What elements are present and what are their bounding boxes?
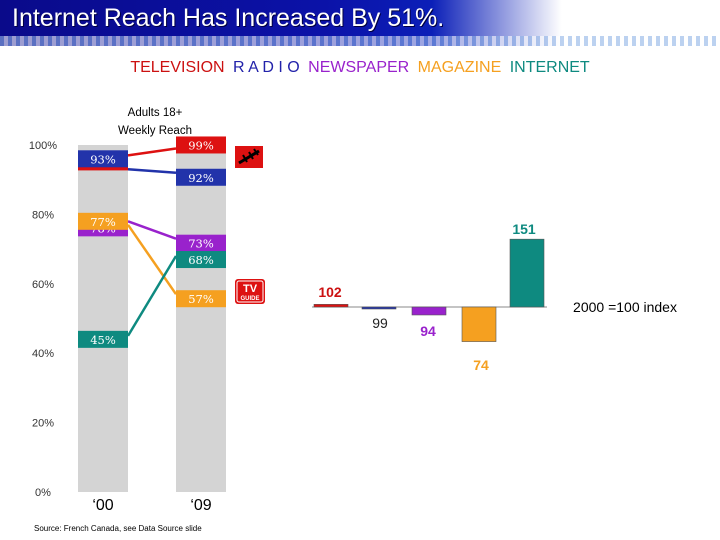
series-lines <box>126 147 178 337</box>
point-label: 57% <box>188 292 214 306</box>
index-bar-label: 94 <box>420 323 436 339</box>
point-label-bg <box>176 251 226 269</box>
point-labels: 97%99%93%92%78%73%77%57%45%68% <box>78 136 226 348</box>
antenna-icon <box>235 146 263 168</box>
index-bar-radio <box>361 306 397 310</box>
legend: TELEVISION R A D I O NEWSPAPER MAGAZINE … <box>0 59 720 77</box>
subtitle-line-2: Weekly Reach <box>118 125 192 137</box>
point-label-bg <box>78 212 128 230</box>
index-bar-label: 74 <box>473 357 489 373</box>
point-label-bg <box>176 290 226 308</box>
index-bars: 102 99 94 74 151 2000 =100 index <box>312 221 677 373</box>
source-note: Source: French Canada, see Data Source s… <box>34 524 202 533</box>
tv-guide-logo-icon: TV GUIDE <box>235 279 265 304</box>
y-tick-label: 80% <box>32 209 54 221</box>
point-label: 92% <box>188 171 214 185</box>
y-tick-label: 0% <box>35 487 51 499</box>
point-label-bg <box>176 234 226 252</box>
point-label: 93% <box>90 152 116 166</box>
y-axis: 0% 20% 40% 60% 80% 100% <box>29 140 57 499</box>
point-label-bg <box>78 330 128 348</box>
point-label: 45% <box>90 333 116 347</box>
legend-newspaper: NEWSPAPER <box>308 59 410 76</box>
legend-television: TELEVISION <box>130 59 225 76</box>
year-column-0 <box>78 145 128 492</box>
legend-internet: INTERNET <box>509 59 590 76</box>
index-bar-internet <box>509 238 545 308</box>
point-label: 99% <box>188 138 214 152</box>
title-stripe <box>0 36 720 46</box>
series-line-radio <box>127 168 177 175</box>
legend-radio: R A D I O <box>233 59 300 76</box>
point-label: 68% <box>188 253 214 267</box>
point-label: 73% <box>188 237 214 251</box>
index-note: 2000 =100 index <box>573 299 677 315</box>
index-bar-magazine <box>461 306 497 342</box>
index-bar-label: 102 <box>318 284 342 300</box>
series-line-internet <box>126 255 178 337</box>
y-tick-label: 20% <box>32 418 54 430</box>
x-axis: ‘00 ‘09 <box>92 497 211 514</box>
legend-magazine: MAGAZINE <box>417 59 502 76</box>
svg-text:GUIDE: GUIDE <box>240 296 259 302</box>
point-label: 77% <box>90 215 116 229</box>
index-bar-label: 151 <box>512 221 536 237</box>
y-tick-label: 40% <box>32 348 54 360</box>
series-line-magazine <box>126 224 178 295</box>
chart-subtitle: Adults 18+ Weekly Reach <box>100 104 210 140</box>
index-bar-television <box>313 304 349 308</box>
y-tick-label: 100% <box>29 140 57 152</box>
svg-text:TV: TV <box>243 283 258 295</box>
x-tick-label: ‘09 <box>190 497 211 514</box>
index-bar-newspaper <box>411 306 447 316</box>
series-line-television <box>127 147 177 157</box>
point-label-bg <box>78 150 128 168</box>
page-title: Internet Reach Has Increased By 51%. <box>12 4 445 32</box>
title-bar: Internet Reach Has Increased By 51%. <box>0 0 720 46</box>
subtitle-line-1: Adults 18+ <box>127 107 183 119</box>
x-tick-label: ‘00 <box>92 497 113 514</box>
year-column-1 <box>176 145 226 492</box>
index-bar-label: 99 <box>372 315 388 331</box>
point-label-bg <box>176 168 226 186</box>
year-columns <box>78 145 226 492</box>
y-tick-label: 60% <box>32 279 54 291</box>
series-line-newspaper <box>127 220 177 240</box>
point-label-bg <box>176 136 226 154</box>
